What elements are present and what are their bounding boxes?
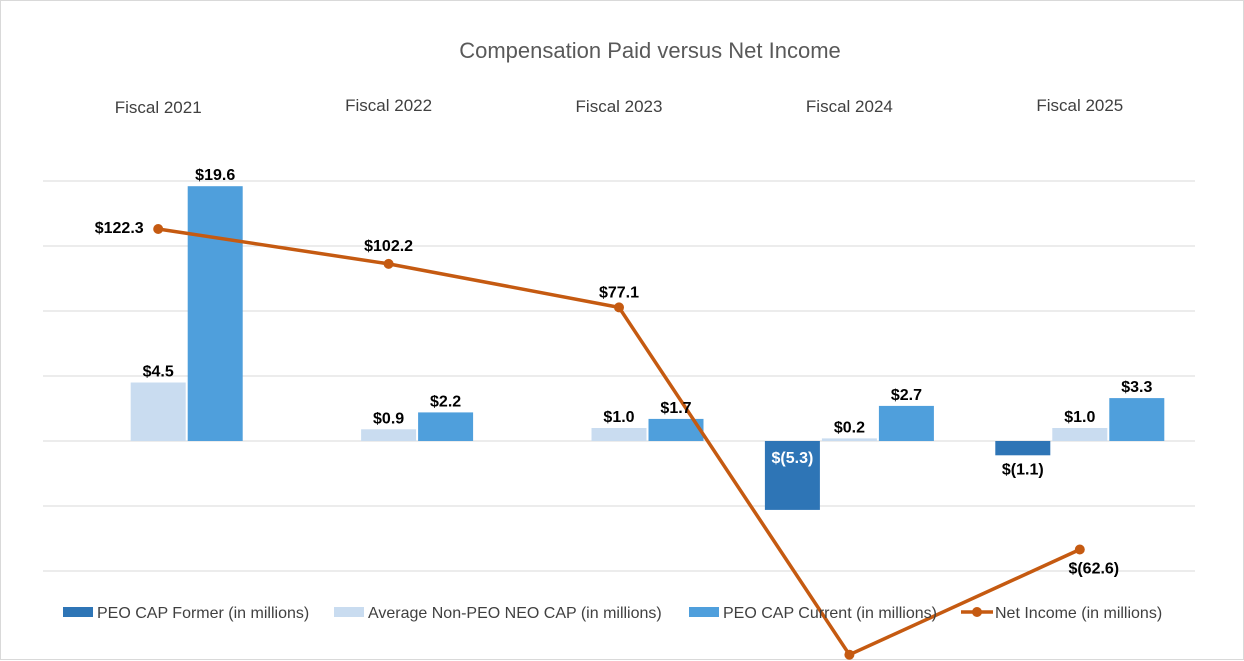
category-labels: Fiscal 2021 Fiscal 2022 Fiscal 2023 Fiscal … — [115, 96, 1124, 117]
category-label: Fiscal 2021 — [115, 98, 202, 117]
net-income-data-label: $102.2 — [364, 238, 413, 255]
bar — [1109, 398, 1165, 441]
bar-data-label: $3.3 — [1121, 379, 1152, 396]
bar-data-label: $1.7 — [660, 400, 691, 417]
net-income-point — [383, 258, 394, 269]
net-income-point — [1074, 544, 1085, 555]
bar — [821, 438, 877, 441]
bar-data-label: $19.6 — [195, 167, 235, 184]
bar-data-label: $(5.3) — [772, 450, 814, 467]
legend-swatch — [334, 607, 364, 617]
legend: PEO CAP Former (in millions) Average Non-… — [63, 605, 1162, 622]
legend-label: PEO CAP Current (in millions) — [723, 605, 937, 622]
category-label: Fiscal 2025 — [1036, 96, 1123, 115]
legend-label: PEO CAP Former (in millions) — [97, 605, 309, 622]
bar-data-label: $1.0 — [603, 409, 634, 426]
category-label: Fiscal 2022 — [345, 96, 432, 115]
net-income-point — [153, 224, 164, 235]
bar-data-label: $4.5 — [143, 364, 174, 381]
bar-data-label: $0.9 — [373, 410, 404, 427]
bar — [361, 429, 417, 441]
bar-data-label: $(1.1) — [1002, 461, 1044, 478]
bar-marks — [130, 186, 1165, 510]
category-label: Fiscal 2024 — [806, 97, 893, 116]
net-income-point — [844, 649, 855, 660]
bar — [591, 428, 647, 441]
chart-title: Compensation Paid versus Net Income — [459, 38, 841, 63]
bar — [130, 382, 186, 441]
net-income-point — [614, 302, 624, 313]
bar-data-label: $1.0 — [1064, 409, 1095, 426]
legend-swatch-marker — [972, 607, 982, 617]
bar — [764, 441, 820, 510]
net-income-data-label: $(62.6) — [1068, 561, 1119, 578]
net-income-data-label: $77.1 — [599, 284, 639, 301]
bar-data-label: $2.7 — [891, 387, 922, 404]
legend-swatch — [689, 607, 719, 617]
bar — [878, 405, 934, 441]
legend-swatch — [63, 607, 93, 617]
category-label: Fiscal 2023 — [576, 97, 663, 116]
bar — [648, 418, 704, 441]
bar-data-label: $2.2 — [430, 393, 461, 410]
bar-data-label: $0.2 — [834, 419, 865, 436]
bar — [1052, 428, 1108, 441]
bar — [995, 441, 1051, 456]
bar — [418, 412, 474, 441]
net-income-data-label: $122.3 — [95, 220, 144, 237]
data-labels: $4.5 $19.6 $0.9 $2.2 $1.0 $1.7 $(5.3) $0.2 $2.7 $… — [95, 167, 1153, 578]
net-income-line — [153, 224, 1085, 660]
legend-label: Net Income (in millions) — [995, 605, 1162, 622]
bar — [187, 186, 243, 441]
legend-label: Average Non-PEO NEO CAP (in millions) — [368, 605, 662, 622]
